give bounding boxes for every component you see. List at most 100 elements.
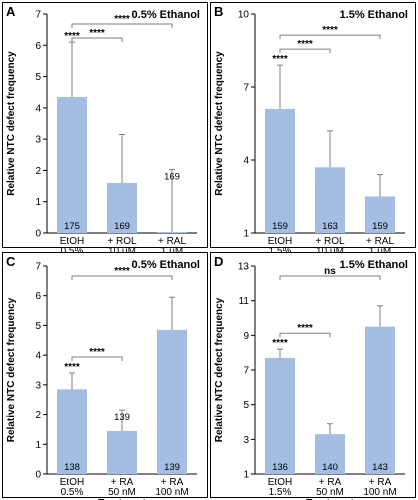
y-tick-label: 7	[35, 262, 41, 273]
category-label: 100 nM	[155, 487, 188, 498]
significance-bracket-label: ****	[89, 347, 105, 358]
sample-size-label: 169	[164, 171, 180, 182]
panel-frame	[2, 2, 208, 248]
category-label: 50 nM	[108, 487, 136, 498]
significance-bracket	[71, 23, 173, 28]
y-tick-label: 1	[243, 229, 249, 240]
category-label: + RAL	[366, 236, 395, 247]
significance-stars: ****	[272, 338, 288, 349]
category-label: 1 μM	[161, 246, 183, 257]
panel-letter: D	[214, 254, 223, 269]
bar	[157, 232, 187, 233]
x-axis-title: Treatment	[98, 498, 146, 500]
bar	[157, 329, 187, 474]
category-label: 1.5%	[269, 246, 292, 257]
y-tick-label: 10	[238, 10, 250, 21]
y-tick-label: 4	[35, 103, 41, 114]
y-tick-label: 11	[239, 296, 250, 307]
significance-bracket-label: ****	[114, 266, 130, 277]
panel-c: C 0.5% Ethanol 0 1 2 3 4 5 6 7 Relative NTC defect…	[2, 252, 208, 500]
y-tick-label: 0	[35, 470, 41, 481]
significance-bracket-label: ****	[89, 28, 105, 39]
y-tick-label: 3	[35, 380, 41, 391]
significance-bracket-label: ****	[114, 14, 130, 25]
sample-size-label: 139	[164, 462, 180, 473]
panel-b: B 1.5% Ethanol 1 4 7 10 Relative NTC defect fr…	[210, 2, 416, 268]
category-label: 10 μM	[108, 246, 136, 257]
category-label: + ROL	[315, 236, 345, 247]
panel-letter: B	[214, 4, 223, 19]
bar	[265, 108, 295, 233]
category-label: EtOH	[60, 477, 84, 488]
category-label: 50 nM	[316, 487, 344, 498]
y-tick-label: 5	[243, 400, 249, 411]
panel-title: 1.5% Ethanol	[340, 9, 408, 21]
y-tick-label: 7	[243, 83, 249, 94]
bar	[315, 167, 345, 233]
x-axis-title: Treatment	[306, 498, 354, 500]
bar	[107, 430, 137, 474]
significance-bracket-label: ****	[297, 323, 313, 334]
panel-letter: C	[6, 254, 16, 269]
category-label: + RAL	[158, 236, 187, 247]
category-label: + RA	[111, 477, 134, 488]
panel-title: 0.5% Ethanol	[132, 259, 200, 271]
panel-title: 1.5% Ethanol	[340, 259, 408, 271]
significance-bracket-label: ns	[324, 266, 336, 277]
category-label: EtOH	[60, 236, 84, 247]
sample-size-label: 175	[64, 221, 80, 232]
category-label: 1.5%	[269, 487, 292, 498]
bar	[365, 326, 395, 474]
significance-bracket-label: ****	[297, 39, 313, 50]
y-tick-label: 2	[35, 410, 41, 421]
sample-size-label: 159	[272, 221, 288, 232]
bar	[57, 96, 87, 234]
category-label: + RA	[369, 477, 392, 488]
bar	[107, 182, 137, 233]
significance-stars: ****	[64, 31, 80, 42]
category-label: EtOH	[268, 477, 292, 488]
y-tick-label: 0	[35, 229, 41, 240]
sample-size-label: 159	[372, 221, 388, 232]
bar	[315, 434, 345, 474]
y-tick-label: 1	[35, 440, 41, 451]
y-tick-label: 5	[35, 321, 41, 332]
sample-size-label: 138	[64, 462, 80, 473]
y-tick-label: 4	[243, 156, 249, 167]
y-tick-label: 6	[35, 41, 41, 52]
significance-bracket	[279, 48, 331, 54]
bar	[365, 196, 395, 233]
y-tick-label: 2	[35, 166, 41, 177]
y-tick-label: 1	[35, 197, 41, 208]
category-label: + RA	[161, 477, 184, 488]
category-label: + RA	[319, 477, 342, 488]
sample-size-label: 140	[322, 462, 338, 473]
significance-bracket	[71, 275, 173, 280]
significance-stars: ****	[64, 362, 80, 373]
category-label: 1 μM	[369, 246, 391, 257]
category-label: 0.5%	[61, 246, 84, 257]
sample-size-label: 143	[372, 462, 388, 473]
bar	[265, 357, 295, 474]
significance-bracket	[71, 37, 123, 42]
y-tick-label: 3	[243, 435, 249, 446]
panel-a: A 0.5% Ethanol 0 1 2 3 4 5 6 7 Relative NTC defect…	[2, 2, 208, 268]
y-tick-label: 7	[35, 10, 41, 21]
category-label: EtOH	[268, 236, 292, 247]
y-axis-title: Relative NTC defect frequency	[214, 51, 225, 196]
category-label: 0.5%	[61, 487, 84, 498]
y-axis-title: Relative NTC defect frequency	[6, 51, 17, 196]
significance-bracket	[71, 356, 123, 361]
significance-bracket	[279, 275, 381, 280]
panel-title: 0.5% Ethanol	[132, 9, 200, 21]
y-tick-label: 3	[35, 135, 41, 146]
y-axis-title: Relative NTC defect frequency	[214, 297, 225, 442]
significance-bracket	[279, 332, 331, 338]
y-tick-label: 9	[243, 331, 249, 342]
category-label: 100 nM	[363, 487, 396, 498]
category-label: + ROL	[107, 236, 137, 247]
y-tick-label: 7	[243, 366, 249, 377]
significance-bracket-label: ****	[322, 25, 338, 36]
